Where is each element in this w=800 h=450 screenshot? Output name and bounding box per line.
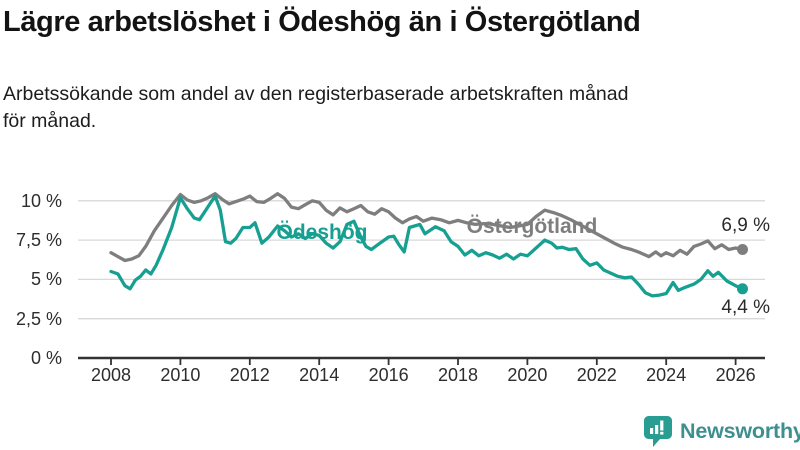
newsworthy-wordmark: Newsworthy	[680, 419, 800, 443]
x-axis-label: 2022	[576, 365, 617, 385]
x-axis-label: 2010	[160, 365, 201, 385]
chart-subtitle: Arbetssökande som andel av den registerb…	[3, 81, 628, 135]
series-line-odeshog	[109, 194, 745, 298]
x-axis-label: 2012	[229, 365, 270, 385]
x-axis-label: 2014	[299, 365, 340, 385]
x-axis-label: 2026	[715, 365, 756, 385]
newsworthy-logo: Newsworthy	[643, 415, 800, 448]
chart-title: Lägre arbetslöshet i Ödeshög än i Österg…	[3, 6, 641, 38]
y-axis-label: 2,5 %	[15, 308, 62, 329]
bar-chart-glyph	[650, 420, 664, 435]
series-label-odeshog: Ödeshög	[276, 221, 368, 244]
y-axis-label: 5 %	[30, 269, 62, 290]
series-label-ostergotland: Östergötland	[466, 215, 598, 238]
series-end-dot-ostergotland	[737, 244, 748, 255]
x-axis-label: 2018	[437, 365, 479, 385]
end-value-label-ostergotland: 6,9 %	[721, 215, 770, 236]
x-axis-label: 2020	[507, 365, 548, 385]
end-value-label-odeshog: 4,4 %	[721, 297, 770, 318]
series-end-dot-odeshog	[737, 283, 748, 295]
y-axis-label: 7,5 %	[15, 230, 62, 251]
x-axis-label: 2024	[646, 365, 687, 385]
subtitle-line-1: Arbetssökande som andel av den registerb…	[3, 83, 629, 105]
y-axis-label: 0 %	[30, 348, 62, 368]
x-axis-label: 2008	[90, 365, 132, 385]
subtitle-line-2: för månad.	[3, 110, 97, 132]
y-axis-label: 10 %	[20, 190, 62, 211]
series-line-ostergotland	[109, 192, 745, 263]
newsworthy-bubble-chart-icon	[644, 416, 672, 447]
x-axis-label: 2016	[368, 365, 409, 385]
